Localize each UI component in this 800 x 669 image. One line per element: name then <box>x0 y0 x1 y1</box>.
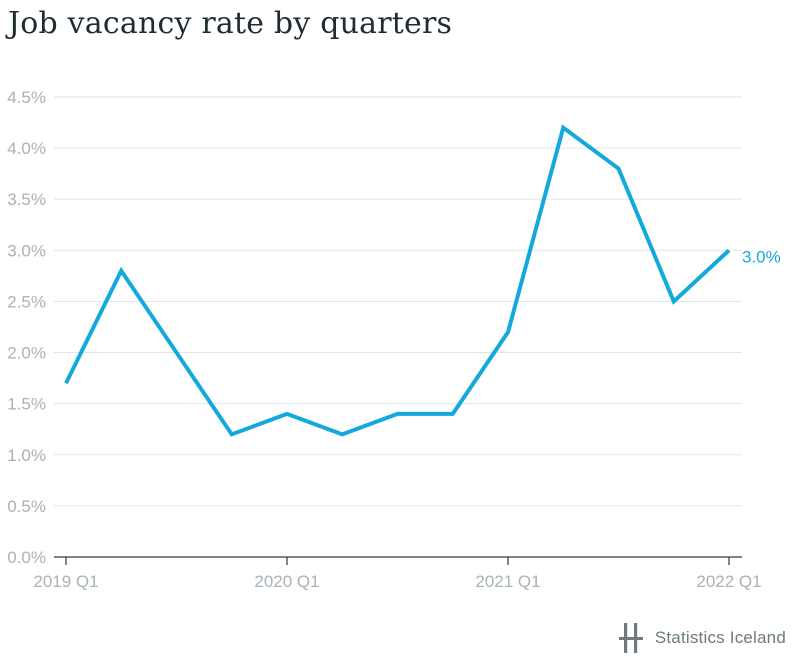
series-group <box>64 124 731 437</box>
x-tick-label: 2019 Q1 <box>33 572 98 591</box>
y-tick-label: 1.0% <box>7 446 46 465</box>
x-tick-label: 2022 Q1 <box>696 572 761 591</box>
brand-name: Statistics Iceland <box>654 628 786 647</box>
brand-footer: Statistics Iceland <box>618 621 786 655</box>
x-axis-ticks <box>65 557 730 565</box>
y-tick-label: 3.5% <box>7 190 46 209</box>
series-line <box>64 124 731 437</box>
y-tick-label: 4.5% <box>7 88 46 107</box>
y-tick-label: 1.5% <box>7 395 46 414</box>
end-value-label: 3.0% <box>742 247 781 266</box>
statistics-iceland-logo-icon <box>618 623 643 653</box>
gridlines <box>54 96 742 507</box>
y-tick-label: 0.0% <box>7 548 46 567</box>
y-tick-label: 2.5% <box>7 292 46 311</box>
y-tick-label: 0.5% <box>7 497 46 516</box>
chart-title: Job vacancy rate by quarters <box>8 6 453 41</box>
y-tick-label: 2.0% <box>7 344 46 363</box>
x-axis-tick-labels: 2019 Q1 2020 Q1 2021 Q1 2022 Q1 <box>33 572 761 591</box>
y-tick-label: 4.0% <box>7 139 46 158</box>
y-axis-tick-labels: 0.0% 0.5% 1.0% 1.5% 2.0% 2.5% 3.0% 3.5% 4.0% 4.5% <box>7 88 46 567</box>
y-tick-label: 3.0% <box>7 241 46 260</box>
x-tick-label: 2021 Q1 <box>475 572 540 591</box>
x-tick-label: 2020 Q1 <box>254 572 319 591</box>
